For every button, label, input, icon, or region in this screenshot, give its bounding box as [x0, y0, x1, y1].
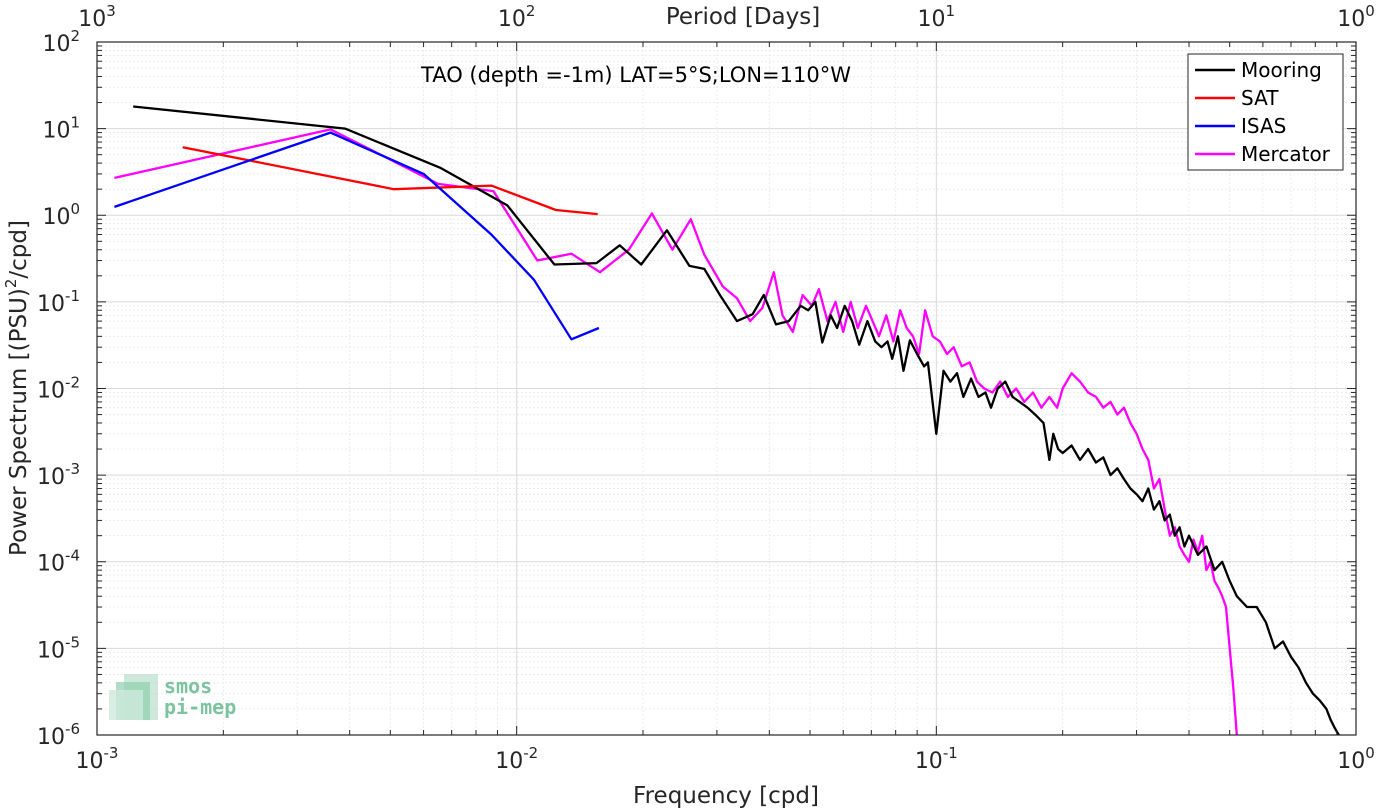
legend-label-isas: ISAS	[1241, 114, 1286, 138]
y-tick-label: 10-6	[37, 720, 80, 750]
top-tick-label: 102	[498, 2, 536, 32]
y-tick-label: 100	[42, 200, 80, 230]
top-tick-label: 100	[1337, 2, 1375, 32]
legend-box	[1187, 53, 1344, 171]
series-line-mooring	[133, 105, 1341, 735]
x-tick-label: 100	[1337, 744, 1375, 774]
x-tick-labels: 10-3 10-2 10-1 100	[76, 744, 1375, 774]
legend-label-sat: SAT	[1241, 86, 1279, 110]
x-tick-label: 10-2	[495, 744, 538, 774]
top-tick-labels: 103 102 101 100	[78, 2, 1375, 32]
series-line-isas	[114, 131, 600, 341]
y-tick-label: 10-5	[37, 633, 80, 663]
legend-label-mercator: Mercator	[1241, 142, 1331, 166]
grid	[96, 41, 1357, 736]
top-tick-label: 103	[78, 2, 116, 32]
y-tick-label: 102	[42, 27, 80, 57]
top-tick-label: 101	[918, 2, 956, 32]
legend-label-mooring: Mooring	[1241, 58, 1322, 82]
y-tick-label: 10-1	[37, 287, 80, 317]
y-axis-label: Power Spectrum [(PSU)2/cpd]	[2, 220, 32, 556]
y-tick-labels: 102 101 100 10-1 10-2 10-3 10-4 10-5 10-…	[37, 27, 80, 750]
logo-line1: smos	[164, 674, 212, 698]
series-line-sat	[182, 146, 598, 216]
x-tick-label: 10-1	[915, 744, 958, 774]
x-tick-label: 10-3	[76, 744, 119, 774]
y-tick-label: 101	[42, 114, 80, 144]
top-axis-label: Period [Days]	[666, 4, 820, 30]
x-axis-label: Frequency [cpd]	[633, 783, 819, 809]
series-layer	[114, 105, 1341, 735]
y-tick-label: 10-2	[37, 374, 80, 404]
logo-line2: pi-mep	[164, 695, 236, 719]
logo-mark-front	[109, 690, 143, 720]
series-line-mercator	[114, 128, 1238, 735]
smos-pimep-logo: smos pi-mep	[109, 674, 236, 720]
chart-title: TAO (depth =-1m) LAT=5°S;LON=110°W	[420, 63, 851, 87]
y-tick-label: 10-4	[37, 547, 80, 577]
y-tick-label: 10-3	[37, 460, 80, 490]
axis-ticks	[96, 41, 1357, 736]
legend: Mooring SAT ISAS Mercator	[1187, 53, 1344, 171]
